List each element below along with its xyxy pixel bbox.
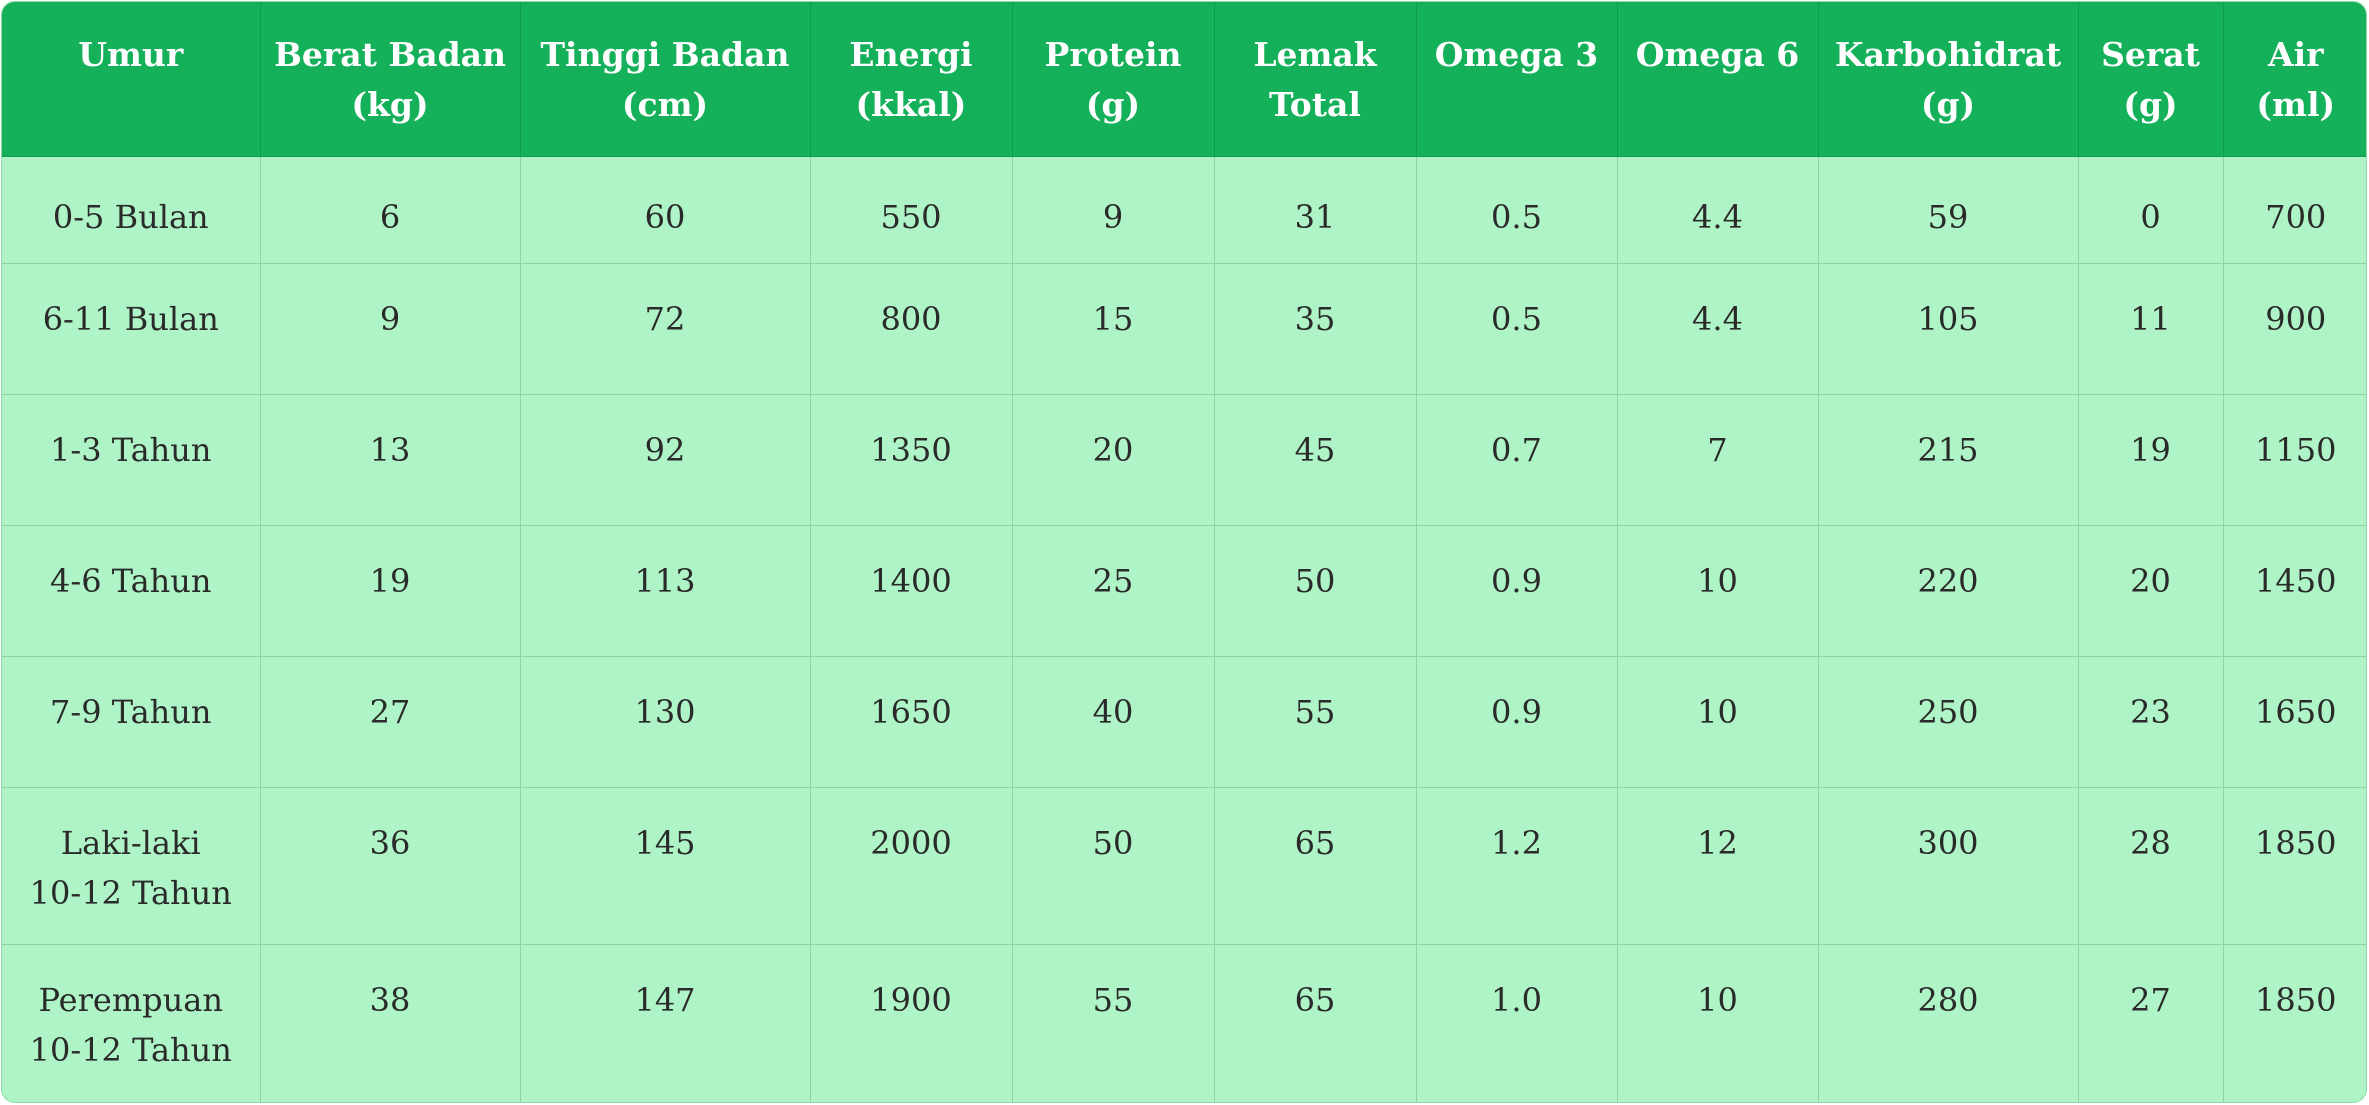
table-cell: 1350 [810,394,1013,526]
age-cell: 4-6 Tahun [2,525,261,657]
table-cell: 6 [260,156,521,264]
table-row: 7-9 Tahun 27 130 1650 40 55 0.9 10 250 2… [2,656,2366,789]
column-header-berat-badan: Berat Badan (kg) [260,2,521,157]
table-cell: 113 [520,525,811,657]
table-cell: 38 [260,944,521,1102]
table-cell: 280 [1818,944,2079,1102]
table-cell: 10 [1617,944,1819,1102]
age-cell: 7-9 Tahun [2,656,261,789]
table-cell: 1.0 [1416,944,1618,1102]
table-cell: 19 [260,525,521,657]
table-cell: 20 [2078,525,2224,657]
table-cell: 900 [2223,263,2366,395]
column-header-karbohidrat: Karbohidrat (g) [1818,2,2079,157]
table-cell: 10 [1617,525,1819,657]
table-cell: 700 [2223,156,2366,264]
table-cell: 300 [1818,787,2079,946]
table-cell: 72 [520,263,811,395]
column-header-omega-3: Omega 3 [1416,2,1618,157]
table-cell: 55 [1214,656,1417,789]
table-cell: 25 [1012,525,1215,657]
table-cell: 65 [1214,944,1417,1102]
table-cell: 20 [1012,394,1215,526]
table-row: 0-5 Bulan 6 60 550 9 31 0.5 4.4 59 0 700 [2,156,2366,264]
table-cell: 1450 [2223,525,2366,657]
table-cell: 9 [1012,156,1215,264]
table-cell: 28 [2078,787,2224,946]
table-cell: 27 [2078,944,2224,1102]
table-cell: 35 [1214,263,1417,395]
table-row: 1-3 Tahun 13 92 1350 20 45 0.7 7 215 19 … [2,394,2366,526]
table-row: 4-6 Tahun 19 113 1400 25 50 0.9 10 220 2… [2,525,2366,657]
table-cell: 1900 [810,944,1013,1102]
table-cell: 0.5 [1416,263,1618,395]
table-header-row: Umur Berat Badan (kg) Tinggi Badan (cm) En… [2,2,2366,157]
column-header-air: Air (ml) [2223,2,2366,157]
table-cell: 800 [810,263,1013,395]
age-cell: 6-11 Bulan [2,263,261,395]
table-cell: 60 [520,156,811,264]
table-cell: 55 [1012,944,1215,1102]
table-cell: 31 [1214,156,1417,264]
column-header-protein: Protein (g) [1012,2,1215,157]
table-cell: 147 [520,944,811,1102]
table-cell: 2000 [810,787,1013,946]
column-header-umur: Umur [2,2,261,157]
table-cell: 0.5 [1416,156,1618,264]
table-cell: 50 [1214,525,1417,657]
table-cell: 250 [1818,656,2079,789]
table-cell: 12 [1617,787,1819,946]
table-row: Laki-laki 10-12 Tahun 36 145 2000 50 65 1… [2,787,2366,946]
table-cell: 45 [1214,394,1417,526]
table-cell: 13 [260,394,521,526]
table-cell: 7 [1617,394,1819,526]
table-cell: 1650 [810,656,1013,789]
table-cell: 145 [520,787,811,946]
table-cell: 220 [1818,525,2079,657]
age-cell: Laki-laki 10-12 Tahun [2,787,261,946]
table-cell: 36 [260,787,521,946]
table-cell: 1850 [2255,981,2337,1020]
table-cell: 59 [1818,156,2079,264]
age-cell: 1-3 Tahun [2,394,261,526]
table-cell: 1400 [810,525,1013,657]
table-cell: 40 [1012,656,1215,789]
table-cell: 0.9 [1416,656,1618,789]
age-cell: 0-5 Bulan [2,156,261,264]
table-cell: 23 [2078,656,2224,789]
column-header-serat: Serat (g) [2078,2,2224,157]
table-cell: 550 [810,156,1013,264]
table-cell: 65 [1214,787,1417,946]
column-header-lemak-total: Lemak Total [1214,2,1417,157]
column-header-tinggi-badan: Tinggi Badan (cm) [520,2,811,157]
table-cell: 10 [1617,656,1819,789]
table-cell: 130 [520,656,811,789]
table-cell: 27 [260,656,521,789]
column-header-omega-6: Omega 6 [1617,2,1819,157]
table-cell: 0 [2078,156,2224,264]
table-row: Perempuan 10-12 Tahun 38 147 1900 55 65 1… [2,944,2366,1102]
table-cell: 0.7 [1416,394,1618,526]
table-cell: 9 [260,263,521,395]
table-cell: 105 [1818,263,2079,395]
table-cell: 1150 [2223,394,2366,526]
table-cell: 15 [1012,263,1215,395]
table-cell: 4.4 [1617,263,1819,395]
table-cell: 1850 [2223,787,2366,946]
table-cell: 11 [2078,263,2224,395]
table-cell: 19 [2078,394,2224,526]
table-cell: 1650 [2223,656,2366,789]
table-cell: 215 [1818,394,2079,526]
table-row: 6-11 Bulan 9 72 800 15 35 0.5 4.4 105 11… [2,263,2366,395]
table-cell: 4.4 [1617,156,1819,264]
table-cell: 50 [1012,787,1215,946]
table-cell: 92 [520,394,811,526]
table-cell: 0.9 [1416,525,1618,657]
table-cell: 1.2 [1416,787,1618,946]
age-cell: Perempuan 10-12 Tahun [2,944,261,1102]
column-header-energi: Energi (kkal) [810,2,1013,157]
